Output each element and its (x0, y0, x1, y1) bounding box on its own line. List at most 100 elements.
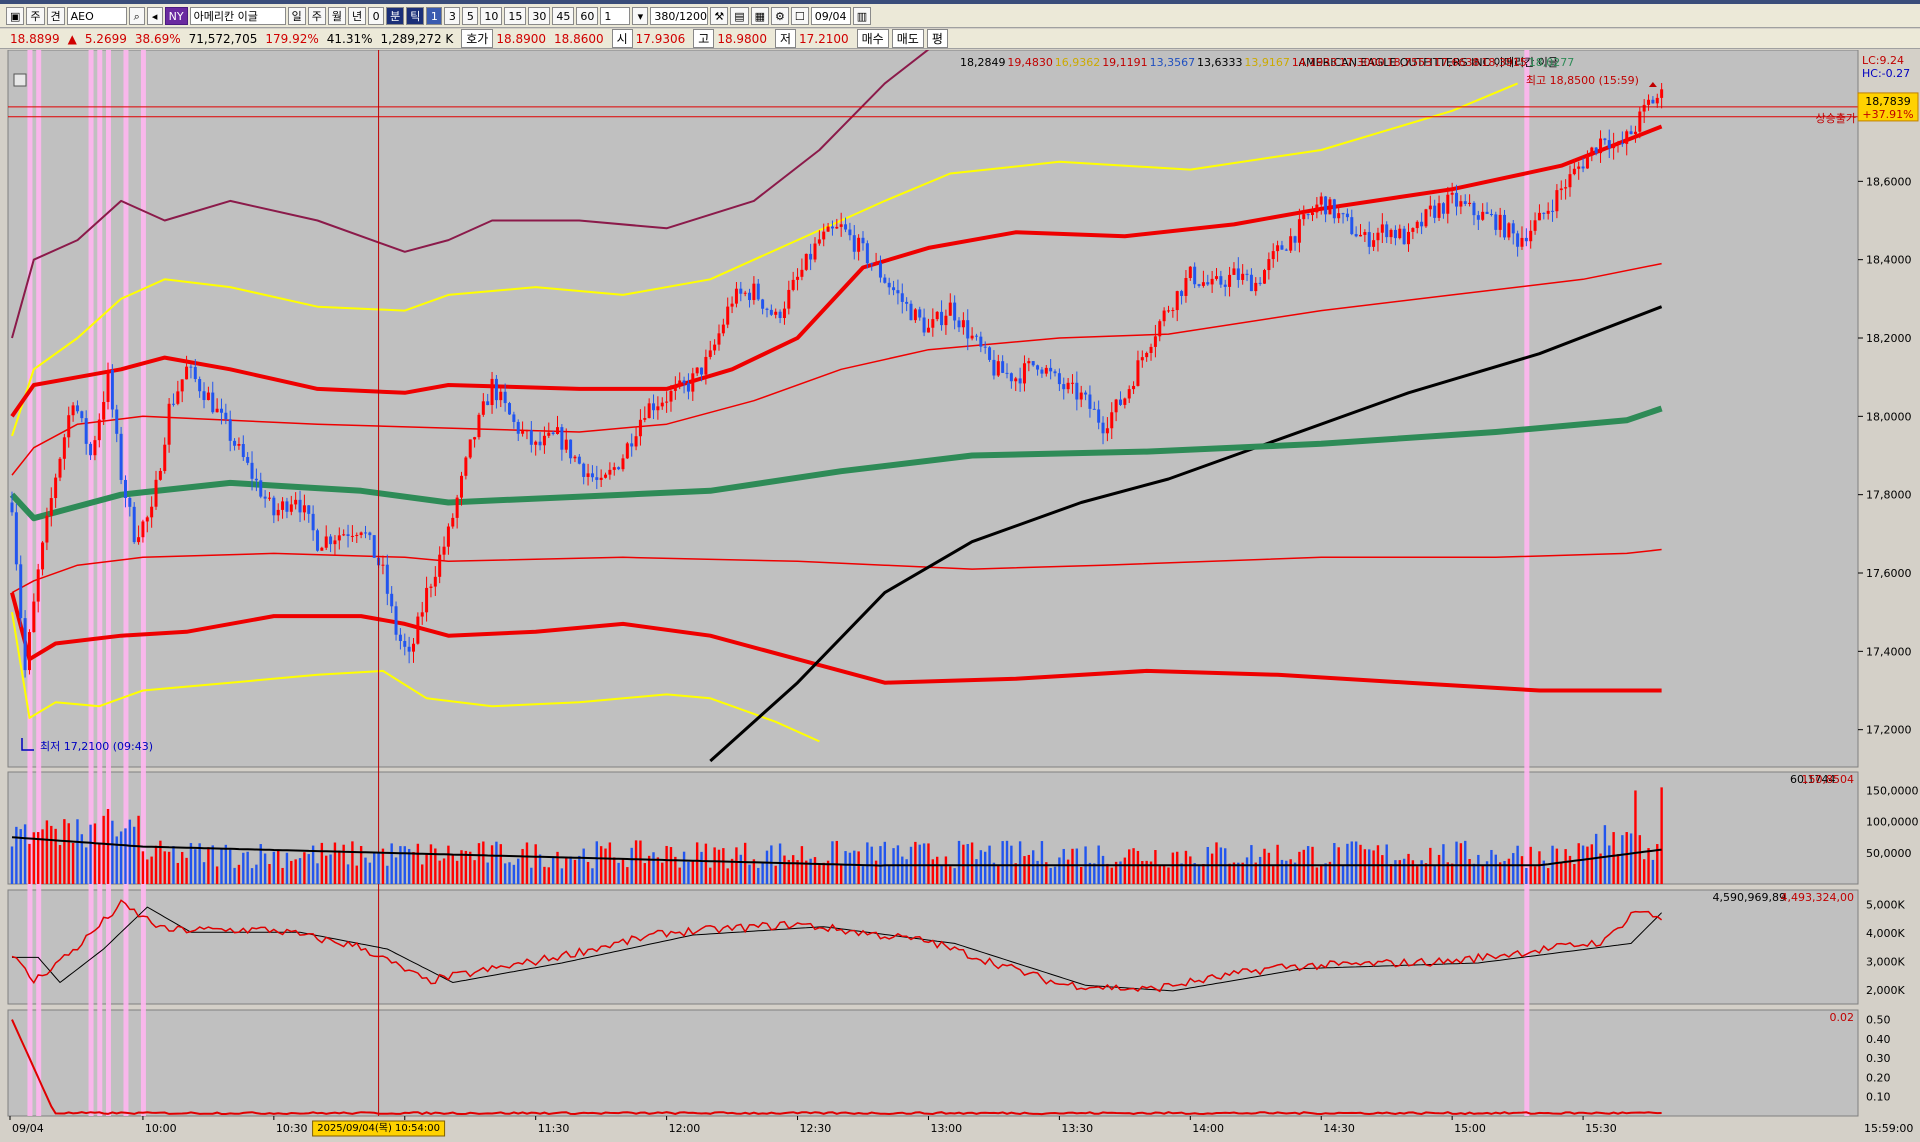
candle-body (416, 616, 420, 644)
candle-body (796, 276, 800, 280)
interval-value-field[interactable]: 1 (600, 6, 631, 25)
buy-button[interactable]: 매수 (856, 29, 889, 48)
candle-body (171, 403, 175, 405)
candle-body (1193, 266, 1197, 285)
volume-bar (983, 851, 987, 884)
candle-body (1302, 214, 1306, 220)
average-button[interactable]: 평 (926, 29, 948, 48)
candle-body (115, 409, 119, 434)
candle-body (145, 517, 149, 522)
volume-bar (1599, 853, 1602, 884)
candle-body (1188, 266, 1192, 279)
volume-bar (285, 852, 289, 884)
layout-icon[interactable]: ▣ (6, 6, 25, 25)
candle-body (542, 435, 546, 446)
candle-body (499, 391, 503, 401)
candle-body (652, 403, 656, 411)
candle-body (621, 458, 625, 470)
volume-bar (1507, 858, 1511, 884)
volume-bar (1551, 845, 1554, 884)
interval-15-button[interactable]: 15 (504, 6, 527, 25)
date-field[interactable]: 09/04 (810, 6, 851, 25)
sell-button[interactable]: 매도 (891, 29, 924, 48)
price-chart[interactable]: 18,6000 18,4000 18,2000 18,0000 17,8000 17,60… (0, 50, 1920, 1142)
period-day-button[interactable]: 일 (287, 6, 306, 25)
print-icon[interactable]: ▤ (730, 6, 749, 25)
tools-icon[interactable]: ⚒ (710, 6, 729, 25)
interval-45-button[interactable]: 45 (552, 6, 575, 25)
volume-bar (163, 851, 166, 884)
period-month-button[interactable]: 월 (327, 6, 346, 25)
volume-bar (1638, 835, 1642, 884)
candle-body (1297, 219, 1301, 243)
candle-body (1276, 245, 1280, 252)
high-price: 18.9800 (717, 31, 767, 46)
checkbox-icon[interactable]: ☐ (790, 6, 809, 25)
volume-bar (1189, 856, 1192, 884)
volume-bar (250, 868, 254, 884)
volume-bar (791, 855, 795, 884)
interval-1-button[interactable]: 1 (426, 6, 443, 25)
interval-30-button[interactable]: 30 (528, 6, 551, 25)
band-line-6 (11, 612, 820, 743)
interval-60-button[interactable]: 60 (576, 6, 599, 25)
volume-bar (58, 845, 62, 884)
volume-bar (551, 856, 555, 884)
gear-icon[interactable]: ⚙ (771, 6, 789, 25)
period-tick-button[interactable]: 틱 (406, 6, 425, 25)
save-icon[interactable]: ▦ (750, 6, 770, 25)
period-minute-button[interactable]: 분 (386, 6, 405, 25)
speaker-icon[interactable]: ◂ (146, 6, 163, 25)
volume-bar (294, 859, 297, 884)
volume-bar (106, 808, 110, 884)
candle-body (892, 287, 896, 291)
y-tick-label: 17,4000 (1866, 645, 1912, 658)
candle-body (137, 537, 141, 543)
volume-bar (957, 840, 961, 884)
candle-body (329, 536, 333, 545)
candle-body (403, 640, 407, 647)
period-zero-button[interactable]: 0 (368, 6, 385, 25)
calendar-icon[interactable]: ▥ (852, 6, 872, 25)
candle-body (1084, 392, 1088, 395)
candle-body (198, 379, 202, 392)
count-field[interactable]: 380/1200 (650, 6, 709, 25)
volume-bar (268, 864, 271, 884)
price-change-pct: 38.69% (134, 31, 181, 46)
ticker-input[interactable]: AEO (66, 6, 127, 25)
stock-name-field[interactable]: 아메리칸 이글 (189, 6, 286, 25)
candle-body (1105, 428, 1109, 434)
volume-bar (586, 861, 590, 884)
candle-body (817, 239, 821, 244)
candle-body (1572, 168, 1576, 175)
interval-10-button[interactable]: 10 (480, 6, 503, 25)
volume-bar (682, 851, 686, 884)
band-line-1 (11, 82, 1518, 437)
interval-3-button[interactable]: 3 (444, 6, 461, 25)
candle-body (158, 470, 162, 480)
period-week-button[interactable]: 주 (307, 6, 326, 25)
chevron-down-icon[interactable]: ▾ (632, 6, 649, 25)
volume-bar (386, 865, 389, 884)
candle-body (368, 532, 372, 536)
period-select[interactable]: 주 (26, 6, 45, 25)
search-icon[interactable]: ⌕ (128, 6, 145, 25)
candle-body (1359, 234, 1363, 237)
candle-body (922, 317, 926, 333)
y-tick-label: 18,0000 (1866, 410, 1912, 423)
sub-select[interactable]: 견 (46, 6, 65, 25)
period-year-button[interactable]: 년 (347, 6, 367, 25)
volume-bar (1101, 855, 1105, 884)
candle-body (617, 467, 621, 470)
candle-body (940, 311, 944, 326)
volume-bar (626, 867, 629, 884)
interval-5-button[interactable]: 5 (462, 6, 479, 25)
candle-body (1376, 232, 1380, 241)
volume-bar (927, 843, 930, 884)
volume-bar (800, 846, 804, 884)
volume-bar (215, 866, 219, 884)
volume-bar (1193, 863, 1196, 884)
volume-bar (1642, 859, 1646, 884)
volume-bar (229, 849, 232, 884)
candle-body (835, 226, 839, 229)
